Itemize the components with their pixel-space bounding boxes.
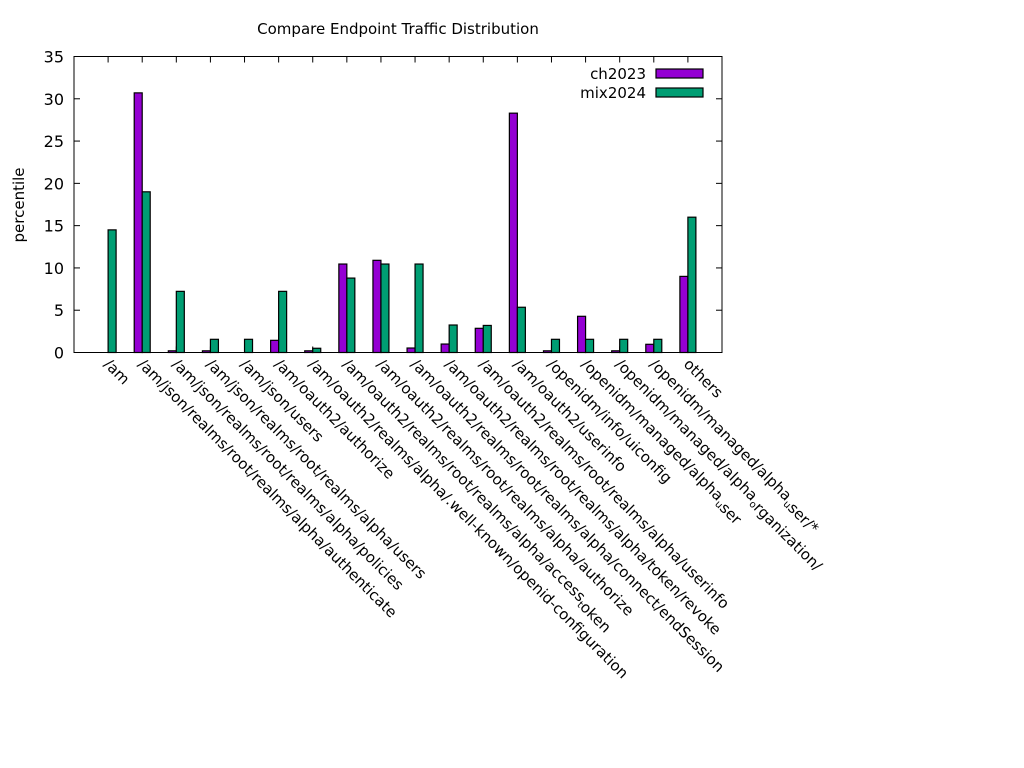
bar-mix2024 <box>687 216 697 354</box>
bar-mix2024 <box>175 290 185 354</box>
y-axis-label: percentile <box>10 167 28 242</box>
bar-mix2024 <box>414 263 424 354</box>
bar-ch2023 <box>508 112 518 354</box>
bar-mix2024 <box>209 338 220 354</box>
x-category-labels: /am/am/json/realms/root/realms/alpha/aut… <box>100 355 826 682</box>
bar-ch2023 <box>611 350 621 354</box>
bar-mix2024 <box>346 277 356 354</box>
bar-ch2023 <box>645 343 655 354</box>
bar-mix2024 <box>312 347 322 354</box>
bar-ch2023 <box>270 339 280 354</box>
bar-mix2024 <box>243 338 254 354</box>
bar-ch2023 <box>133 92 143 354</box>
y-axis: 0 5 10 15 20 25 30 35 <box>44 48 722 363</box>
bar-ch2023 <box>542 350 553 354</box>
bar-ch2023 <box>338 263 348 354</box>
bar-mix2024 <box>516 306 526 354</box>
y-tick-label: 10 <box>44 259 64 278</box>
y-tick-label: 0 <box>54 344 64 363</box>
plot-frame <box>73 56 723 353</box>
bar-mix2024 <box>619 338 629 354</box>
y-tick-label: 20 <box>44 174 64 193</box>
bar-mix2024 <box>278 290 288 354</box>
bars <box>107 92 697 354</box>
bar-ch2023 <box>304 350 314 354</box>
bar-ch2023 <box>372 259 382 354</box>
y-tick-label: 5 <box>54 301 64 320</box>
legend-swatch-ch2023 <box>655 68 704 79</box>
chart-title: Compare Endpoint Traffic Distribution <box>257 20 539 38</box>
bar-mix2024 <box>653 338 663 354</box>
plot-border <box>73 56 723 353</box>
bar-mix2024 <box>550 338 561 354</box>
bar-ch2023 <box>406 347 416 354</box>
legend-swatch-mix2024 <box>655 87 704 98</box>
bar-mix2024 <box>482 324 492 354</box>
bar-ch2023 <box>679 275 689 354</box>
y-tick-label: 35 <box>44 48 64 67</box>
bar-mix2024 <box>141 191 151 354</box>
bar-ch2023 <box>201 350 212 354</box>
bar-ch2023 <box>440 343 450 354</box>
bar-ch2023 <box>576 315 587 354</box>
bar-mix2024 <box>584 338 595 354</box>
bar-mix2024 <box>107 229 117 354</box>
bar-mix2024 <box>380 263 390 354</box>
bar-mix2024 <box>448 324 458 354</box>
bar-ch2023 <box>167 350 177 354</box>
x-tick-label: /am <box>100 355 133 388</box>
legend-label-mix2024: mix2024 <box>580 84 646 102</box>
bar-ch2023 <box>474 327 484 354</box>
y-tick-label: 25 <box>44 132 64 151</box>
legend-label-ch2023: ch2023 <box>590 65 646 83</box>
y-tick-label: 30 <box>44 90 64 109</box>
y-tick-label: 15 <box>44 217 64 236</box>
